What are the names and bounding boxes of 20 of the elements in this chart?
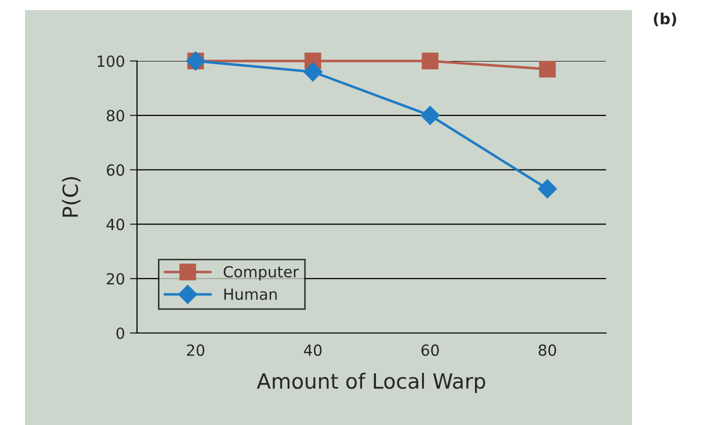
text: (b) bbox=[654, 12, 676, 26]
y-tick-label: 0 bbox=[116, 327, 124, 340]
legend-label: Human bbox=[224, 288, 277, 300]
y-tick-label: 100 bbox=[98, 55, 124, 68]
y-tick-label: 80 bbox=[106, 110, 124, 122]
point bbox=[538, 179, 557, 198]
x-tick-label: 40 bbox=[304, 344, 322, 356]
x-tick-label: 20 bbox=[187, 344, 204, 356]
point bbox=[303, 62, 322, 82]
y-tick-label: 40 bbox=[106, 218, 124, 230]
x-tick-label: 60 bbox=[421, 344, 439, 356]
y-tick-label: 20 bbox=[106, 273, 124, 285]
point bbox=[420, 106, 440, 125]
point bbox=[422, 52, 438, 70]
legend-label: Computer bbox=[224, 266, 299, 281]
y-axis-title: P(C) bbox=[62, 177, 81, 217]
point bbox=[539, 60, 556, 78]
x-tick-label: 80 bbox=[538, 344, 556, 356]
y-tick-label: 60 bbox=[106, 164, 124, 176]
x-axis-title: Amount of Local Warp bbox=[256, 372, 486, 393]
